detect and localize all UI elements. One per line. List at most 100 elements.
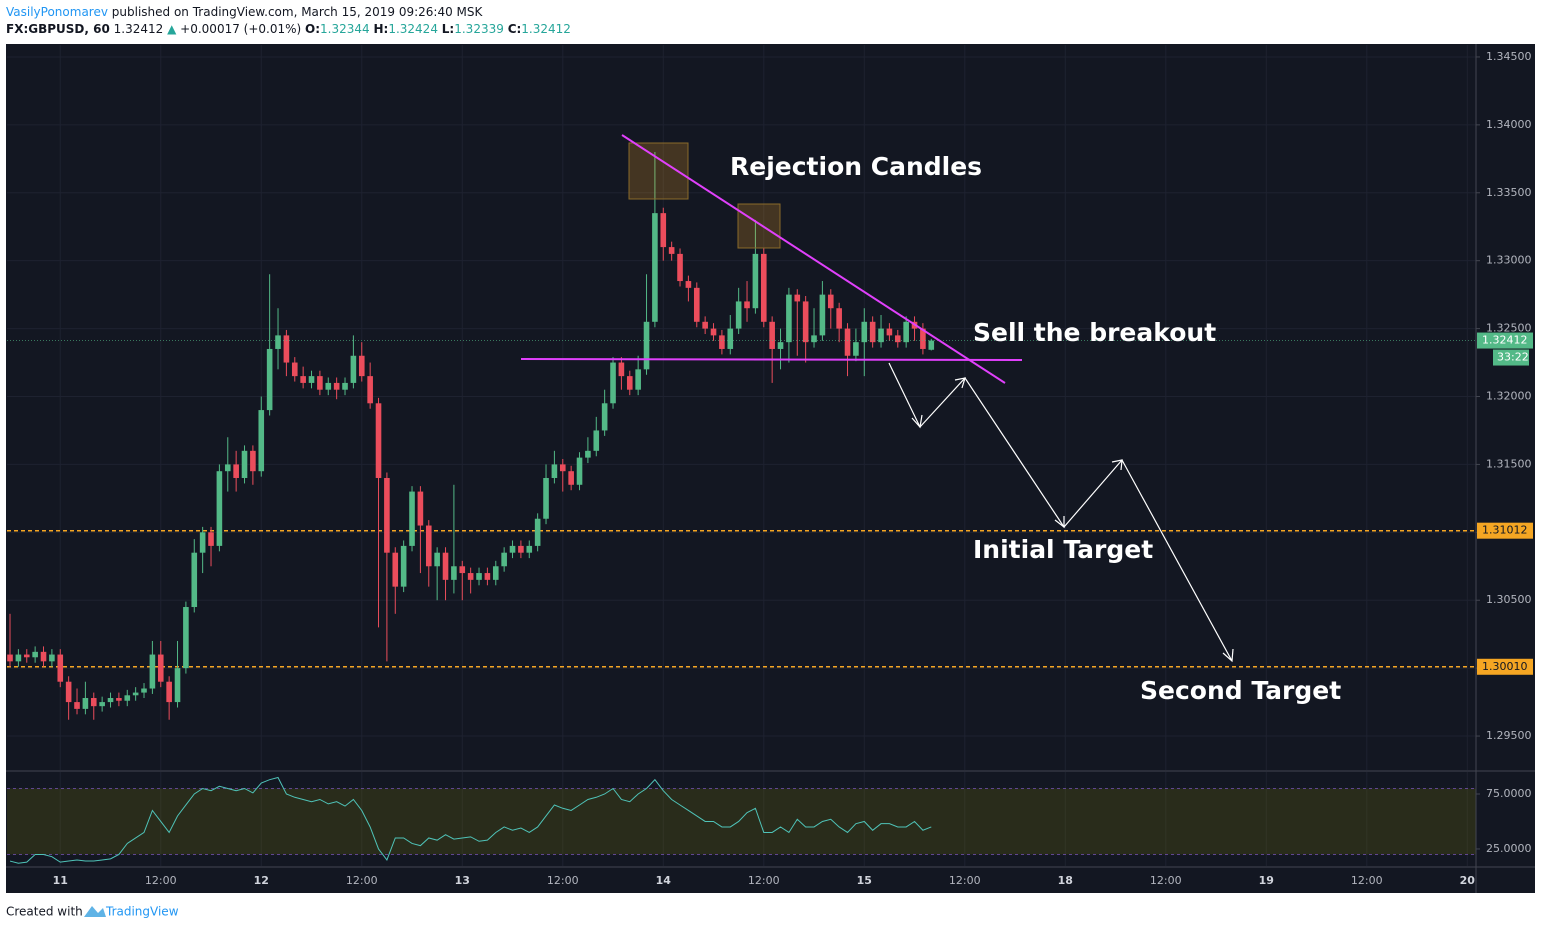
l-label: L: — [442, 22, 454, 36]
candle-body — [74, 702, 80, 709]
candle-body — [652, 213, 658, 322]
candle-body — [819, 294, 826, 336]
candle-body — [827, 294, 834, 309]
candle-body — [275, 335, 281, 349]
level-label-box — [1477, 522, 1533, 539]
candle-body — [727, 328, 734, 349]
marks — [7, 152, 1476, 864]
candle-body — [451, 566, 457, 580]
candle-body — [836, 308, 842, 329]
candle-body — [551, 464, 558, 478]
x-tick-label: 12:00 — [949, 874, 981, 887]
candle-body — [434, 552, 440, 567]
trend-line — [621, 134, 1006, 384]
l: 1.32339 — [454, 22, 504, 36]
y-tick-label: 1.29500 — [1486, 729, 1532, 742]
annotation: Initial Target — [973, 535, 1153, 564]
x-tick-label: 18 — [1058, 874, 1073, 887]
candle-body — [585, 450, 591, 458]
last-price-box — [1477, 332, 1533, 349]
candle-body — [769, 321, 775, 349]
footer-created: Created with — [6, 905, 83, 919]
candle-body — [141, 688, 147, 693]
x-tick-label: 20 — [1460, 874, 1476, 887]
level-label-box — [1477, 658, 1533, 675]
candle-body — [518, 545, 524, 553]
last: 1.32412 — [114, 22, 164, 36]
footer-brand[interactable]: TradingView — [105, 905, 179, 919]
candle-body — [894, 335, 901, 343]
candle-body — [266, 348, 273, 411]
candle-body — [124, 695, 131, 701]
candle-body — [643, 321, 650, 370]
candle-body — [107, 698, 114, 703]
candle-body — [425, 525, 432, 567]
x-tick-label: 12:00 — [145, 874, 177, 887]
candle-body — [99, 702, 105, 707]
candle-body — [568, 471, 574, 485]
level-label: 1.30010 — [1482, 660, 1528, 673]
candle-body — [735, 301, 742, 329]
candle-body — [660, 213, 667, 248]
candle-body — [710, 328, 717, 336]
x-tick-label: 11 — [53, 874, 68, 887]
candle-body — [358, 355, 365, 377]
x-tick-label: 12 — [254, 874, 269, 887]
candle-body — [417, 491, 424, 526]
candle-body — [342, 382, 348, 390]
y-tick-label: 1.30500 — [1486, 593, 1532, 606]
candle-body — [375, 403, 382, 478]
candle-body — [224, 464, 231, 472]
candle-body — [618, 362, 625, 377]
candle-body — [501, 552, 507, 567]
symbol-line: FX:GBPUSD, 60 1.32412 ▲ +0.00017 (+0.01%… — [6, 22, 571, 36]
candle-body — [601, 403, 608, 431]
o-label: O: — [305, 22, 320, 36]
candle-body — [476, 573, 482, 580]
candle-body — [384, 477, 390, 553]
y-tick-label: 1.32500 — [1486, 322, 1532, 335]
candle-body — [869, 321, 876, 343]
arrow-heads — [911, 377, 1234, 663]
candle-body — [15, 654, 22, 662]
candle-body — [132, 692, 139, 696]
candle-body — [844, 328, 851, 356]
candle-body — [526, 545, 533, 553]
candle-body — [744, 301, 750, 309]
candle-body — [685, 281, 692, 288]
author[interactable]: VasilyPonomarev — [6, 5, 108, 19]
candle-body — [928, 340, 935, 350]
x-tick-label: 13 — [455, 874, 470, 887]
candle-body — [174, 668, 181, 703]
candle-body — [903, 321, 909, 343]
candle-body — [250, 450, 256, 472]
grid — [7, 45, 1476, 866]
candle-body — [861, 321, 868, 343]
candle-body — [233, 464, 239, 478]
candle-body — [760, 253, 767, 322]
candle-body — [32, 651, 38, 658]
x-tick-label: 12:00 — [346, 874, 378, 887]
candle-body — [325, 382, 332, 390]
candle-body — [442, 552, 449, 580]
published: published on TradingView.com, March 15, … — [112, 5, 484, 19]
candle-body — [283, 335, 290, 363]
candle-body — [400, 545, 407, 587]
candle-body — [853, 342, 859, 356]
candle-body — [392, 552, 399, 587]
candle-body — [878, 328, 884, 343]
candle-body — [543, 477, 549, 519]
rsi-band — [7, 788, 1476, 855]
level-label: 1.31012 — [1482, 524, 1528, 537]
annotation: Rejection Candles — [730, 152, 982, 181]
y-tick-label: 1.34500 — [1486, 50, 1532, 63]
candle-body — [57, 654, 64, 682]
up-arrow: ▲ — [167, 22, 177, 36]
rejection-box — [737, 203, 781, 249]
candle-body — [509, 545, 516, 553]
support-line — [520, 358, 1023, 361]
candle-body — [693, 287, 700, 322]
y-tick-label: 1.34000 — [1486, 118, 1532, 131]
candle-body — [191, 552, 198, 608]
